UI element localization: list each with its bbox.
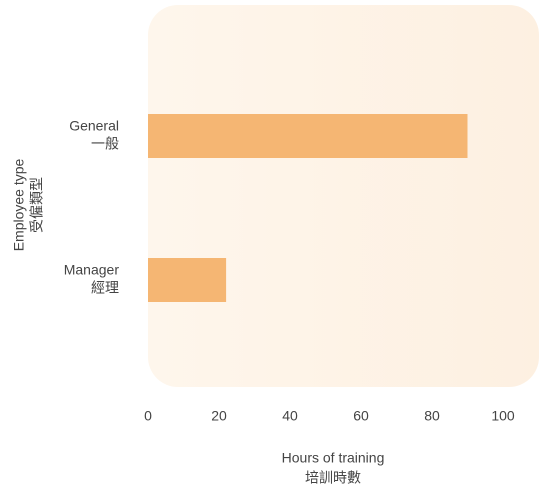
x-axis-label: 培訓時數 xyxy=(305,470,361,486)
y-tick-label: General xyxy=(69,118,119,134)
y-tick-label: Manager xyxy=(64,262,120,278)
bar xyxy=(148,258,227,302)
x-tick-label: 20 xyxy=(211,408,227,424)
y-axis-label: Employee type xyxy=(11,158,27,251)
plot-background xyxy=(148,5,539,387)
y-axis-label: 受僱類型 xyxy=(29,177,45,233)
x-tick-label: 60 xyxy=(353,408,369,424)
x-tick-label: 40 xyxy=(282,408,298,424)
x-tick-label: 100 xyxy=(491,408,515,424)
y-tick-label: 經理 xyxy=(91,280,119,296)
x-tick-label: 0 xyxy=(144,408,152,424)
x-axis-label: Hours of training xyxy=(282,450,385,466)
x-tick-label: 80 xyxy=(424,408,440,424)
y-tick-label: 一般 xyxy=(91,136,119,152)
bar xyxy=(148,114,468,158)
